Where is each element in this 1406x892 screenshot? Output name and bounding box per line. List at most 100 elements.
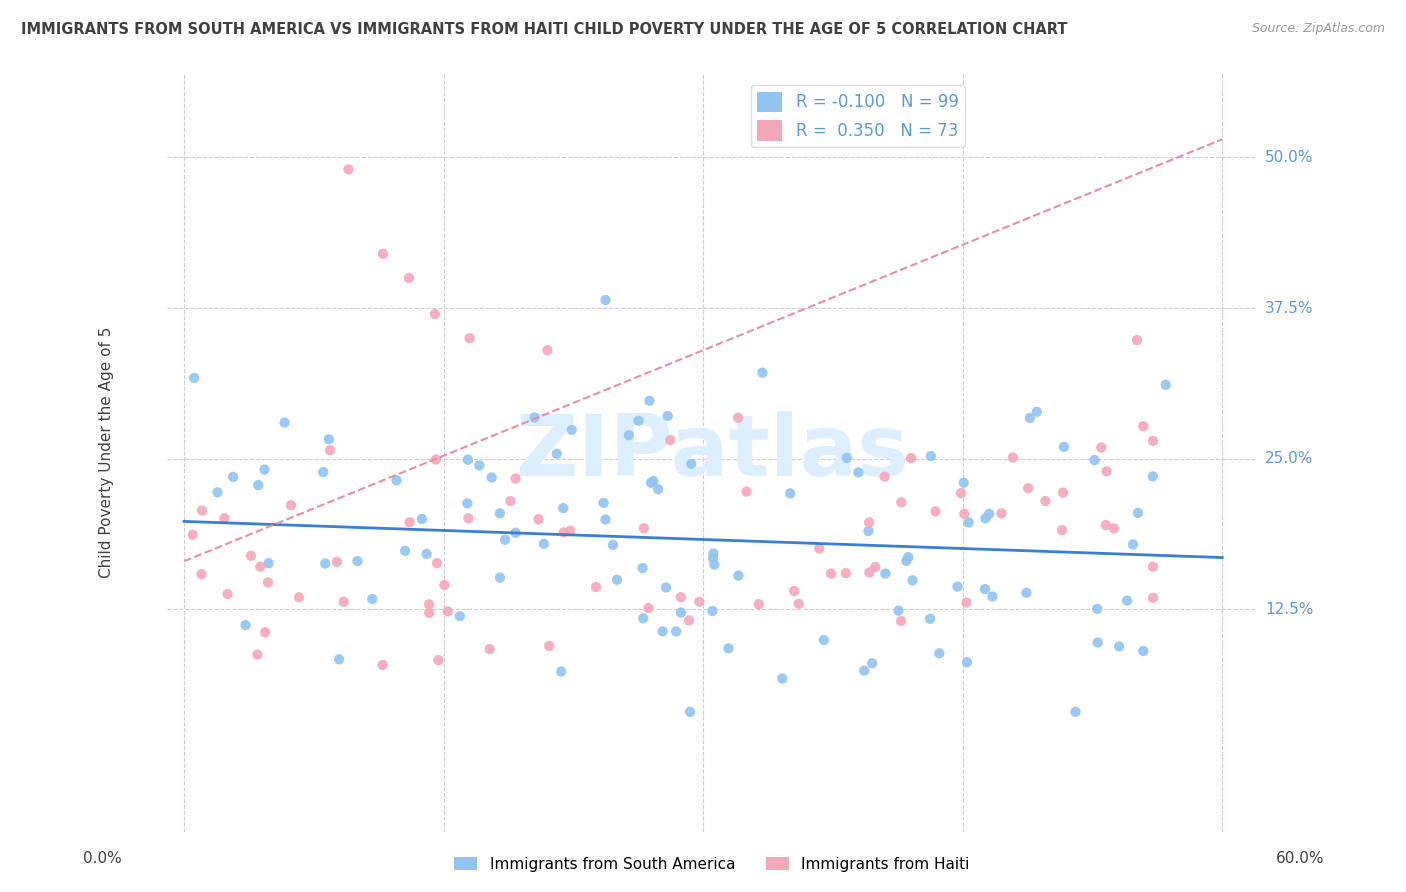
Text: 25.0%: 25.0% xyxy=(1265,451,1313,467)
Point xyxy=(595,293,617,307)
Text: IMMIGRANTS FROM SOUTH AMERICA VS IMMIGRANTS FROM HAITI CHILD POVERTY UNDER THE A: IMMIGRANTS FROM SOUTH AMERICA VS IMMIGRA… xyxy=(21,22,1067,37)
Legend: R = -0.100   N = 99, R =  0.350   N = 73: R = -0.100 N = 99, R = 0.350 N = 73 xyxy=(751,85,965,147)
Point xyxy=(346,554,368,568)
Point xyxy=(550,665,572,679)
Point xyxy=(890,495,912,509)
Point xyxy=(328,652,350,666)
Point xyxy=(273,416,295,430)
Point xyxy=(1154,377,1177,392)
Point xyxy=(669,590,692,604)
Point xyxy=(846,466,869,480)
Point xyxy=(735,484,758,499)
Point xyxy=(865,560,887,574)
Point xyxy=(214,511,236,525)
Point xyxy=(560,524,582,538)
Point xyxy=(222,470,245,484)
Point xyxy=(1142,469,1164,483)
Point xyxy=(595,512,617,526)
Point xyxy=(457,452,479,467)
Point xyxy=(398,515,420,529)
Point xyxy=(974,582,997,596)
Point xyxy=(536,343,558,358)
Point xyxy=(449,609,471,624)
Point xyxy=(1050,523,1073,537)
Point xyxy=(657,409,679,423)
Point xyxy=(246,648,269,662)
Point xyxy=(873,469,896,483)
Point xyxy=(426,556,449,570)
Point xyxy=(783,584,806,599)
Point xyxy=(481,470,503,484)
Text: 0.0%: 0.0% xyxy=(83,851,122,865)
Point xyxy=(979,507,1001,521)
Point xyxy=(546,447,568,461)
Point xyxy=(1025,405,1047,419)
Point xyxy=(418,606,440,620)
Point xyxy=(585,580,607,594)
Point xyxy=(398,271,420,285)
Point xyxy=(1142,559,1164,574)
Point xyxy=(808,541,831,556)
Point xyxy=(385,473,408,487)
Point xyxy=(875,566,897,581)
Point xyxy=(1116,593,1139,607)
Point xyxy=(955,596,977,610)
Point xyxy=(1126,333,1149,347)
Point xyxy=(527,512,550,526)
Point xyxy=(946,580,969,594)
Point xyxy=(326,555,349,569)
Point xyxy=(314,557,336,571)
Point xyxy=(1083,453,1105,467)
Point xyxy=(1015,586,1038,600)
Point xyxy=(678,614,700,628)
Point xyxy=(1142,591,1164,605)
Point xyxy=(1095,518,1118,533)
Point xyxy=(820,566,842,581)
Point xyxy=(602,538,624,552)
Point xyxy=(478,642,501,657)
Point xyxy=(423,307,446,321)
Point xyxy=(592,496,614,510)
Point xyxy=(1052,485,1074,500)
Point xyxy=(494,533,516,547)
Point xyxy=(249,559,271,574)
Point xyxy=(928,646,950,660)
Point xyxy=(952,475,974,490)
Point xyxy=(770,672,793,686)
Point xyxy=(890,614,912,628)
Point xyxy=(901,574,924,588)
Point xyxy=(633,611,655,625)
Point xyxy=(643,474,665,488)
Point xyxy=(332,595,354,609)
Point xyxy=(835,450,858,465)
Point xyxy=(280,498,302,512)
Point xyxy=(1087,635,1109,649)
Point xyxy=(647,482,669,496)
Point xyxy=(181,528,204,542)
Point xyxy=(1132,419,1154,434)
Point xyxy=(361,592,384,607)
Point xyxy=(319,443,342,458)
Point xyxy=(1001,450,1024,465)
Point xyxy=(957,516,980,530)
Point xyxy=(860,657,883,671)
Point xyxy=(425,452,447,467)
Point xyxy=(627,414,650,428)
Point xyxy=(633,521,655,535)
Point xyxy=(257,556,280,570)
Text: 12.5%: 12.5% xyxy=(1265,602,1313,617)
Point xyxy=(499,494,522,508)
Point xyxy=(1017,481,1039,495)
Text: 50.0%: 50.0% xyxy=(1265,150,1313,165)
Point xyxy=(900,451,922,466)
Point xyxy=(553,525,575,540)
Point xyxy=(489,506,512,520)
Point xyxy=(748,597,770,611)
Point xyxy=(703,558,725,572)
Point xyxy=(974,511,997,525)
Point xyxy=(924,504,946,518)
Point xyxy=(688,595,710,609)
Point xyxy=(1102,521,1125,535)
Point xyxy=(813,633,835,648)
Point xyxy=(1126,506,1149,520)
